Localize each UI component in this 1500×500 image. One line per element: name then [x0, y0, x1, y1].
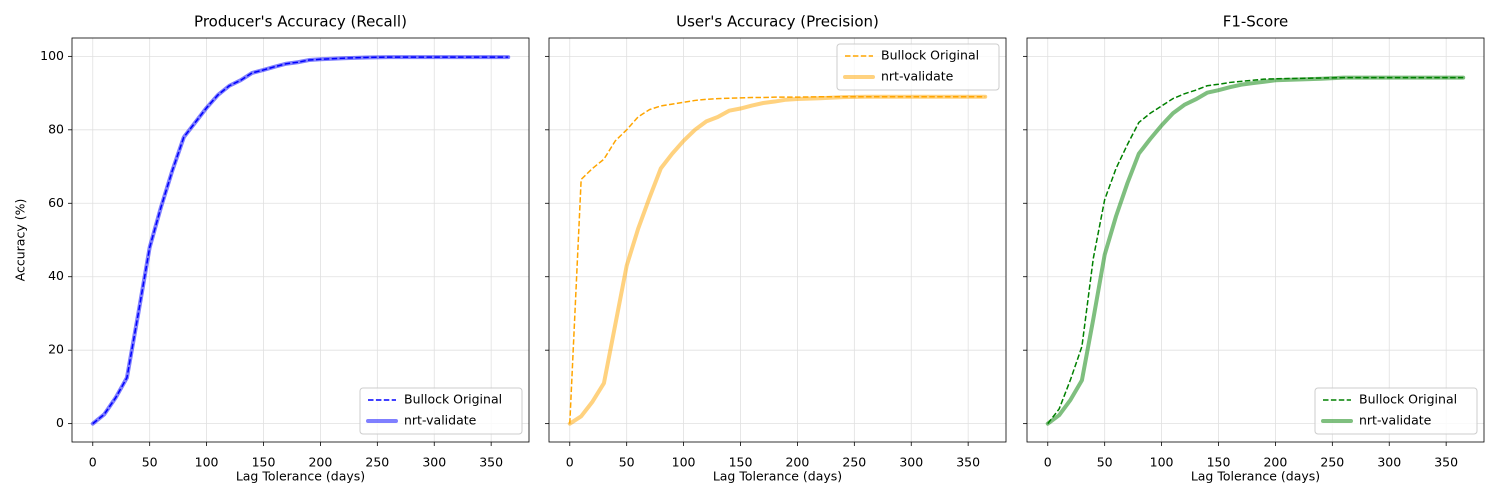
x-tick-label: 300 [1377, 455, 1401, 470]
y-axis-label: Accuracy (%) [13, 199, 28, 282]
y-tick-label: 40 [48, 268, 64, 283]
legend-label: Bullock Original [404, 392, 502, 407]
legend-label: Bullock Original [881, 48, 979, 63]
x-tick-label: 150 [729, 455, 753, 470]
legend-box [1314, 387, 1478, 435]
x-tick-label: 0 [89, 455, 97, 470]
x-tick-label: 200 [1263, 455, 1287, 470]
x-tick-label: 150 [252, 455, 276, 470]
x-axis-label: Lag Tolerance (days) [236, 469, 365, 484]
x-tick-label: 0 [566, 455, 574, 470]
panel-title: User's Accuracy (Precision) [676, 13, 879, 31]
series-line [90, 55, 511, 426]
x-tick-label: 200 [785, 455, 809, 470]
x-axis-label: Lag Tolerance (days) [1191, 469, 1320, 484]
legend-label: nrt-validate [881, 69, 954, 84]
x-tick-label: 50 [619, 455, 635, 470]
x-tick-label: 250 [365, 455, 389, 470]
legend-box [359, 387, 523, 435]
panel-title: Producer's Accuracy (Recall) [194, 13, 407, 31]
legend-label: nrt-validate [1359, 413, 1432, 428]
x-tick-label: 350 [1434, 455, 1458, 470]
series-line [1045, 75, 1466, 426]
axes-frame [1026, 37, 1485, 443]
axes-frame [71, 37, 530, 443]
series-line [569, 96, 986, 424]
legend: Bullock Original nrt-validate [1314, 387, 1478, 435]
panel-title: F1-Score [1223, 13, 1289, 31]
x-tick-label: 100 [1150, 455, 1174, 470]
x-tick-label: 100 [672, 455, 696, 470]
series-line [92, 56, 509, 425]
x-tick-label: 250 [842, 455, 866, 470]
x-tick-label: 300 [899, 455, 923, 470]
x-tick-label: 250 [1320, 455, 1344, 470]
x-tick-label: 50 [142, 455, 158, 470]
legend: Bullock Original nrt-validate [836, 43, 1000, 91]
x-tick-label: 150 [1207, 455, 1231, 470]
x-tick-label: 0 [1044, 455, 1052, 470]
legend-box [836, 43, 1000, 91]
x-tick-label: 350 [956, 455, 980, 470]
x-tick-label: 50 [1097, 455, 1113, 470]
y-tick-label: 60 [48, 195, 64, 210]
legend-label: Bullock Original [1359, 392, 1457, 407]
series-line [567, 94, 988, 426]
y-tick-label: 0 [56, 415, 64, 430]
y-tick-label: 20 [48, 342, 64, 357]
legend-label: nrt-validate [404, 413, 477, 428]
x-tick-label: 350 [479, 455, 503, 470]
x-tick-label: 200 [308, 455, 332, 470]
y-tick-label: 80 [48, 121, 64, 136]
x-tick-label: 300 [422, 455, 446, 470]
x-tick-label: 100 [195, 455, 219, 470]
legend: Bullock Original nrt-validate [359, 387, 523, 435]
y-tick-label: 100 [40, 48, 64, 63]
axes-frame [548, 37, 1007, 443]
x-axis-label: Lag Tolerance (days) [713, 469, 842, 484]
